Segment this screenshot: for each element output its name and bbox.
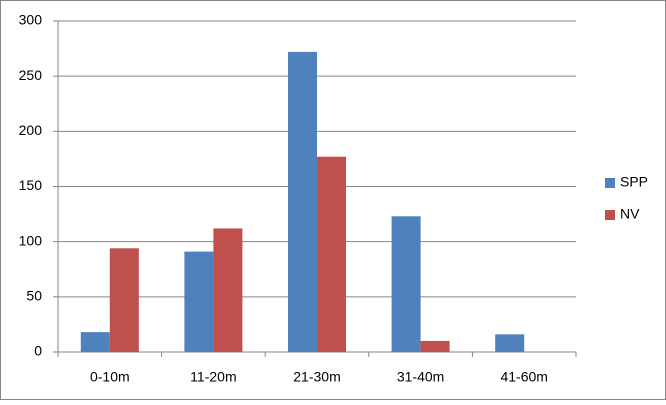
bar bbox=[80, 332, 110, 352]
y-tick-label: 150 bbox=[19, 177, 43, 193]
x-tick-label: 31-40m bbox=[397, 369, 444, 385]
bar bbox=[184, 251, 214, 352]
x-tick-label: 0-10m bbox=[90, 369, 130, 385]
y-tick-label: 50 bbox=[26, 288, 42, 304]
bar bbox=[420, 340, 450, 352]
y-tick-label: 0 bbox=[34, 343, 42, 359]
bar bbox=[287, 51, 317, 352]
bar bbox=[317, 156, 347, 352]
bar bbox=[109, 248, 139, 352]
legend-swatch bbox=[605, 210, 615, 220]
bar bbox=[391, 216, 421, 352]
y-tick-label: 100 bbox=[19, 232, 43, 248]
legend-label: NV bbox=[620, 206, 640, 222]
y-tick-label: 200 bbox=[19, 122, 43, 138]
legend-swatch bbox=[605, 178, 615, 188]
y-tick-label: 300 bbox=[19, 12, 43, 28]
bar bbox=[213, 228, 243, 352]
x-tick-label: 11-20m bbox=[190, 369, 236, 385]
x-tick-label: 21-30m bbox=[293, 369, 340, 385]
legend-label: SPP bbox=[620, 174, 648, 190]
y-tick-label: 250 bbox=[19, 67, 43, 83]
x-tick-label: 41-60m bbox=[500, 369, 547, 385]
bar bbox=[495, 334, 525, 352]
